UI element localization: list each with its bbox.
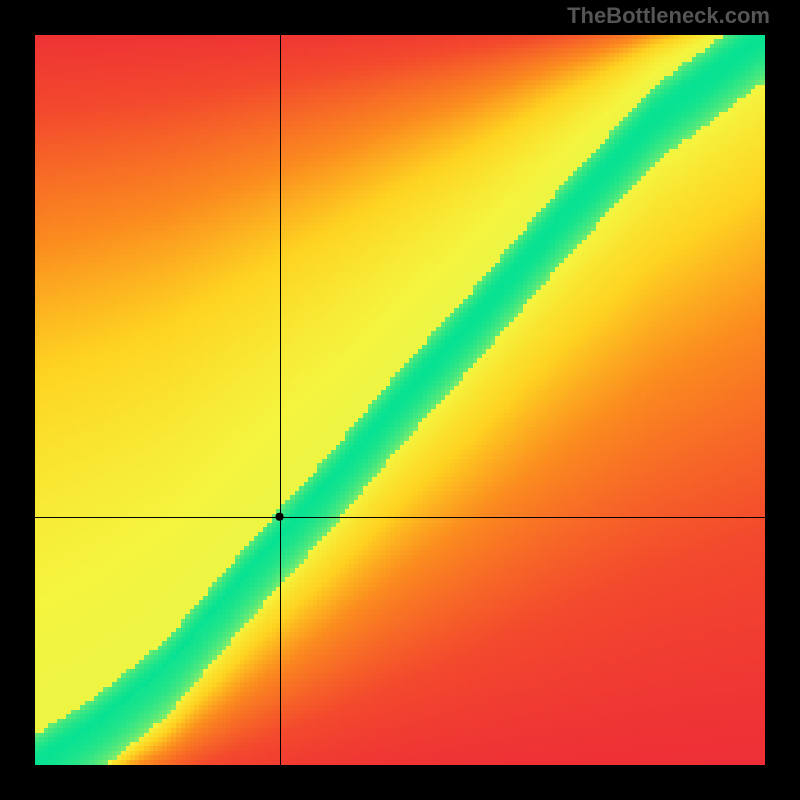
watermark-text: TheBottleneck.com — [567, 3, 770, 29]
bottleneck-heatmap — [35, 35, 765, 765]
chart-container: TheBottleneck.com — [0, 0, 800, 800]
